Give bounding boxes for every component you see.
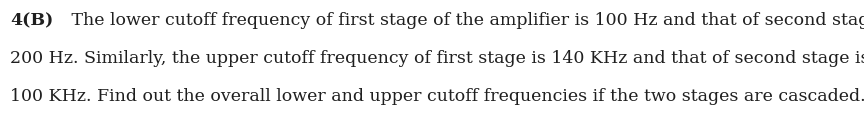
Text: 200 Hz. Similarly, the upper cutoff frequency of first stage is 140 KHz and that: 200 Hz. Similarly, the upper cutoff freq…: [10, 50, 864, 67]
Text: 4(B): 4(B): [10, 12, 54, 29]
Text: 100 KHz. Find out the overall lower and upper cutoff frequencies if the two stag: 100 KHz. Find out the overall lower and …: [10, 88, 864, 105]
Text: The lower cutoff frequency of first stage of the amplifier is 100 Hz and that of: The lower cutoff frequency of first stag…: [66, 12, 864, 29]
